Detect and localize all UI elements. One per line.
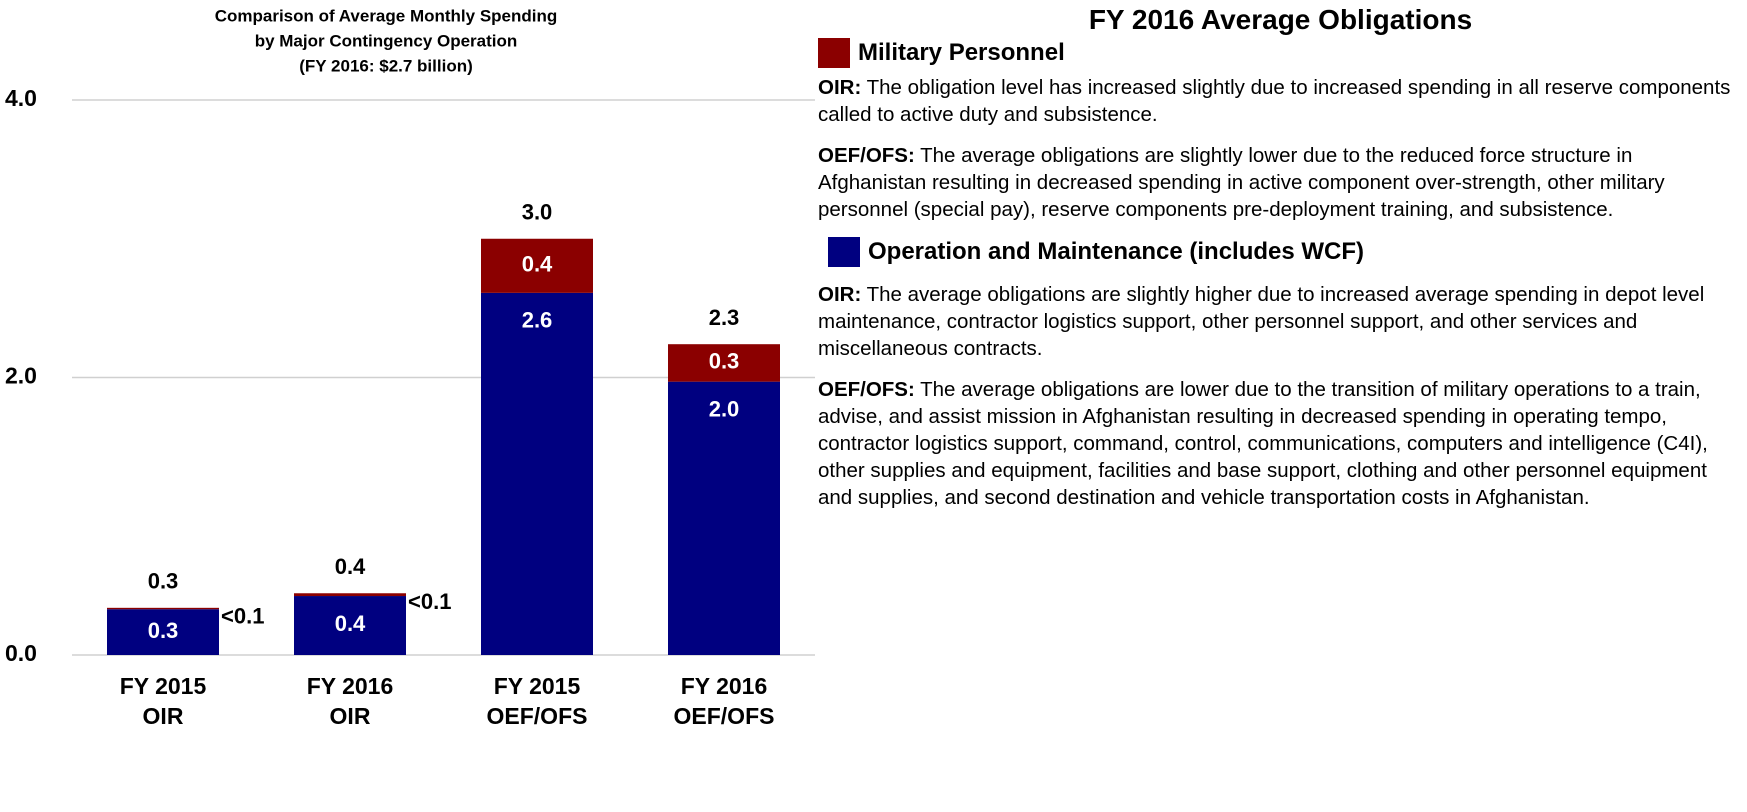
bar-segment: [668, 344, 780, 382]
value-label: 0.4: [522, 252, 553, 277]
note: OIR: The obligation level has increased …: [818, 74, 1743, 128]
x-tick-label: OEF/OFS: [674, 703, 775, 729]
bar-segment: [294, 593, 406, 597]
note-lead: OIR:: [818, 283, 862, 306]
total-label: 2.3: [709, 305, 740, 330]
bar-segment: [481, 292, 593, 655]
legend-label: Operation and Maintenance (includes WCF): [868, 238, 1365, 265]
x-tick-label: FY 2016: [681, 673, 768, 699]
legend-panel: FY 2016 Average Obligations Military Per…: [818, 0, 1743, 525]
value-label: 0.4: [335, 611, 366, 636]
value-label: 0.3: [148, 618, 179, 643]
legend-section: Operation and Maintenance (includes WCF)…: [818, 237, 1743, 511]
note-text: The obligation level has increased sligh…: [818, 76, 1731, 126]
value-label: 2.0: [709, 396, 740, 421]
legend-section: Military Personnel OIR: The obligation le…: [818, 38, 1743, 223]
panel-title: FY 2016 Average Obligations: [1088, 4, 1473, 35]
bar-segment: [107, 609, 219, 655]
total-label: 3.0: [522, 200, 553, 225]
note-text: The average obligations are lower due to…: [818, 378, 1708, 509]
y-tick-label: 4.0: [5, 85, 37, 111]
legend-entry: Operation and Maintenance (includes WCF): [828, 237, 1743, 267]
legend-swatch: [828, 237, 860, 267]
note-text: The average obligations are slightly hig…: [818, 283, 1705, 360]
bar-segment: [668, 381, 780, 655]
bar-segment: [294, 596, 406, 655]
note-lead: OIR:: [818, 76, 862, 99]
bar-segment: [481, 238, 593, 293]
y-tick-label: 2.0: [5, 363, 37, 389]
legend-entry: Military Personnel: [818, 38, 1743, 68]
chart-title: (FY 2016: $2.7 billion): [299, 56, 473, 75]
value-label: <0.1: [221, 604, 264, 629]
total-label: 0.4: [335, 554, 366, 579]
legend-swatch: [818, 38, 850, 68]
x-tick-label: FY 2015: [494, 673, 581, 699]
y-tick-label: 0.0: [5, 640, 37, 666]
note: OEF/OFS: The average obligations are sli…: [818, 142, 1743, 223]
x-tick-label: OIR: [330, 703, 371, 729]
note-lead: OEF/OFS:: [818, 144, 915, 167]
note-text: The average obligations are slightly low…: [818, 144, 1665, 221]
chart-title: by Major Contingency Operation: [255, 31, 518, 50]
note-lead: OEF/OFS:: [818, 378, 915, 401]
bar-segment: [107, 607, 219, 610]
note: OEF/OFS: The average obligations are low…: [818, 376, 1743, 511]
chart-title: Comparison of Average Monthly Spending: [215, 6, 558, 25]
legend-label: Military Personnel: [858, 39, 1065, 66]
total-label: 0.3: [148, 569, 179, 594]
note: OIR: The average obligations are slightl…: [818, 281, 1743, 362]
value-label: <0.1: [408, 589, 451, 614]
chart: Comparison of Average Monthly Spending by…: [5, 6, 815, 729]
value-label: 0.3: [709, 349, 740, 374]
x-tick-label: FY 2016: [307, 673, 394, 699]
x-tick-label: OEF/OFS: [487, 703, 588, 729]
x-tick-label: FY 2015: [120, 673, 207, 699]
value-label: 2.6: [522, 308, 553, 333]
x-tick-label: OIR: [143, 703, 184, 729]
